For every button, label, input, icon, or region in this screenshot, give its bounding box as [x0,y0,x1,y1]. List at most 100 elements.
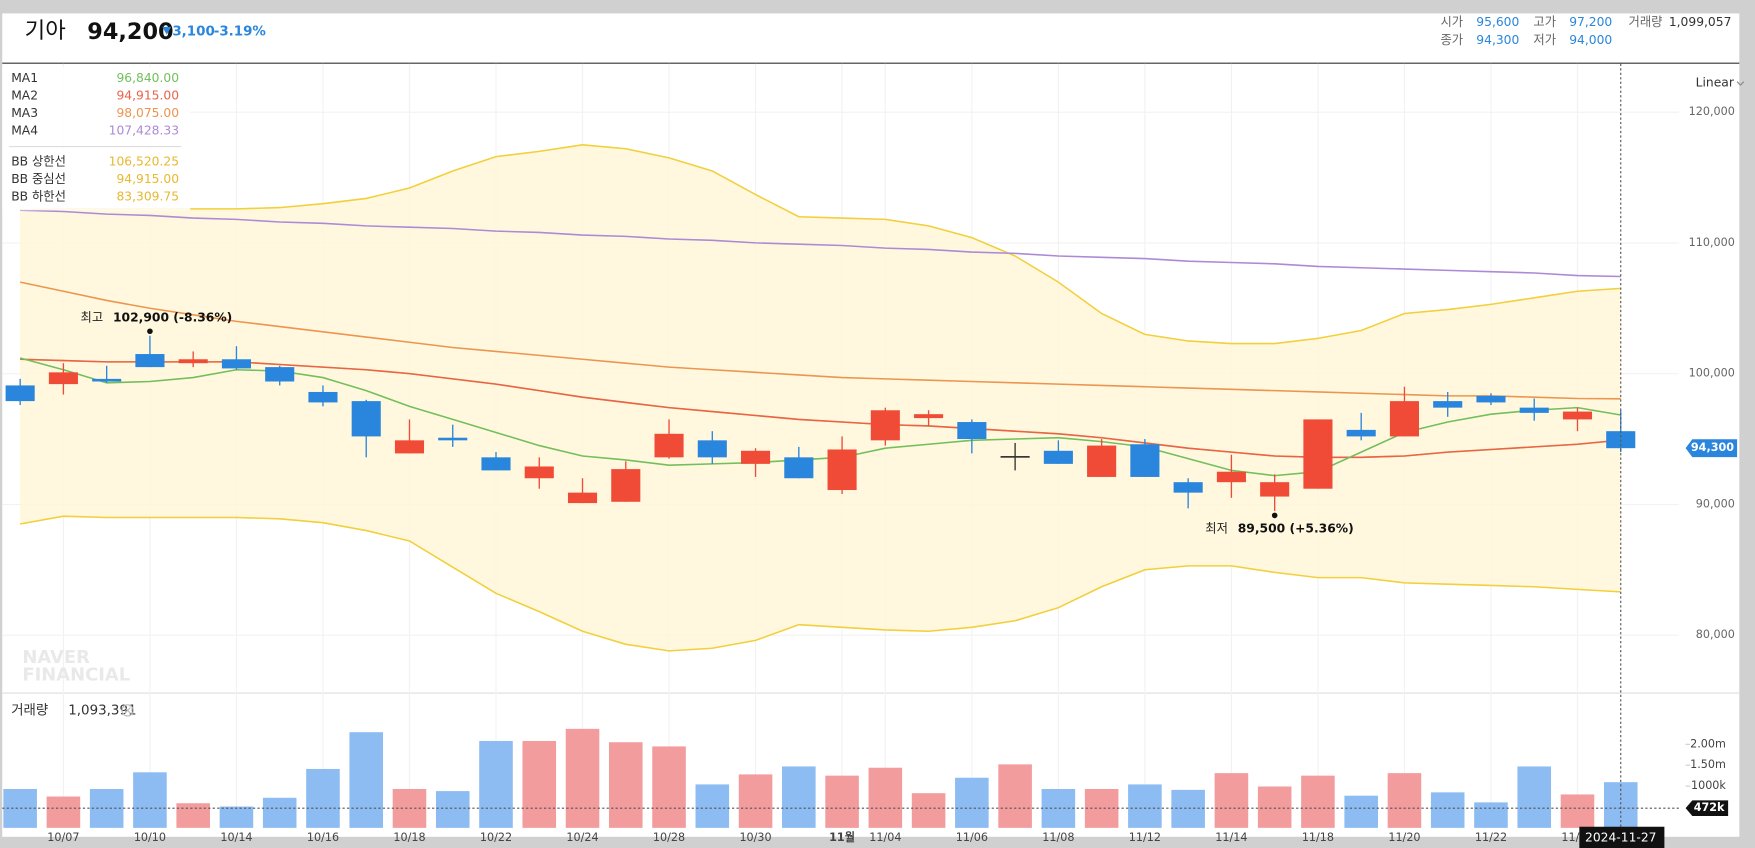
candle-body [1433,401,1463,408]
line [19,281,1621,400]
change: 3,100 [172,24,214,39]
volume-bar [1560,794,1595,828]
volume-tick-label: 1000k [1691,779,1726,792]
y-tick-label: 90,000 [1696,497,1735,510]
y-tick-label: 100,000 [1689,367,1735,380]
dropdown-caret[interactable] [1736,81,1745,86]
volume-bar [782,766,816,828]
date-tag-label: 2024-11-27 [1585,830,1656,844]
x-tick-label: 10/16 [307,831,339,844]
close-icon[interactable] [124,707,131,714]
volume-bar [176,803,210,828]
volume-bar [1344,795,1378,828]
legend-label: MA4 [11,124,38,138]
x-tick-label: 11/04 [869,831,901,844]
candle-body [1000,456,1030,458]
volume-bar [522,740,557,828]
candle-body [135,354,165,368]
volume-bar [1128,784,1162,828]
legend-label: MA2 [11,88,38,102]
volume-tag [1685,800,1729,816]
stat-label: 저가 [1533,33,1556,47]
volume-bar [479,740,513,828]
stat-label: 종가 [1440,33,1463,47]
legend-value: 106,520.25 [109,155,179,169]
volume-bar [133,772,167,828]
candle-body [1562,411,1593,420]
stat-value: 94,000 [1569,33,1612,47]
band-fill [20,144,1621,651]
candle-body [1476,395,1506,403]
legend-value: 98,075.00 [116,106,179,120]
candle-body [1130,444,1160,477]
legend-value: 107,428.33 [109,124,179,138]
candle-body [438,437,468,441]
line [20,144,1621,345]
candle-body [394,440,425,454]
stat-value: 97,200 [1569,15,1612,29]
legend-label: BB 중심선 [11,172,66,186]
scale-mode[interactable]: Linear [1696,75,1735,89]
volume-bar [1387,773,1422,828]
annotation-dot [147,328,153,335]
x-tick-label: 10/18 [393,831,425,844]
x-tick-label: 11/22 [1475,831,1507,844]
volume-tick-label: 2.00m [1690,737,1726,750]
x-tick-label: 11/06 [956,831,988,844]
volume-bar [306,768,340,828]
date-tag [1579,826,1665,848]
line [20,515,1621,652]
candle-body [1043,450,1073,464]
x-tick-label: 10/07 [47,831,79,844]
candle-body [827,449,857,491]
x-tick-label: 10/24 [566,831,598,844]
candle-body [1519,407,1549,413]
stat-value: 1,099,057 [1669,15,1732,29]
x-tick-label: 11/14 [1215,831,1247,844]
candle-body [1173,482,1203,493]
legend-box [2,67,191,211]
candle-body [567,492,598,504]
price: 94,200 [87,19,173,45]
x-tick-label: 10/30 [739,831,771,844]
annotation-label: 최고 [81,310,104,324]
volume-bar [1430,792,1465,828]
candle-body [1303,419,1333,489]
volume-bar [262,797,297,828]
volume-bar [219,806,254,828]
candle-body [784,457,814,479]
volume-bar [825,775,859,828]
candle-body [654,433,684,458]
stat-value: 94,300 [1476,33,1519,47]
volume-tag-label: 472k [1694,801,1725,814]
candle-body [1260,482,1290,497]
down-arrow [162,26,172,35]
x-tick-label: 10/10 [134,831,166,844]
change-pct: -3.19% [214,24,266,39]
annotation-dot [1271,512,1278,519]
legend-label: BB 하한선 [11,189,66,203]
volume-bar [868,767,903,828]
candle-body [221,359,251,369]
candle-body [957,422,987,440]
annotation-text: 89,500 (+5.36%) [1238,521,1354,535]
candle-body [1087,445,1117,477]
candle-body [741,450,771,464]
candle-body [611,469,641,502]
candle-body [178,359,208,364]
volume-bar [565,728,600,828]
legend-value: 94,915.00 [116,88,179,102]
stat-label: 고가 [1533,15,1556,29]
x-tick-label: 11월 [829,830,855,844]
candle-body [351,401,381,437]
line [20,209,1621,278]
close-icon[interactable] [121,704,134,717]
x-tick-label: 10/14 [220,831,252,844]
volume-bar [1474,802,1508,828]
candle-body [870,410,900,441]
annotation-text: 102,900 (-8.36%) [113,310,232,324]
candle-body [1346,429,1376,437]
x-tick-label: 10/22 [480,831,512,844]
volume-value: 1,093,391 [68,703,136,718]
